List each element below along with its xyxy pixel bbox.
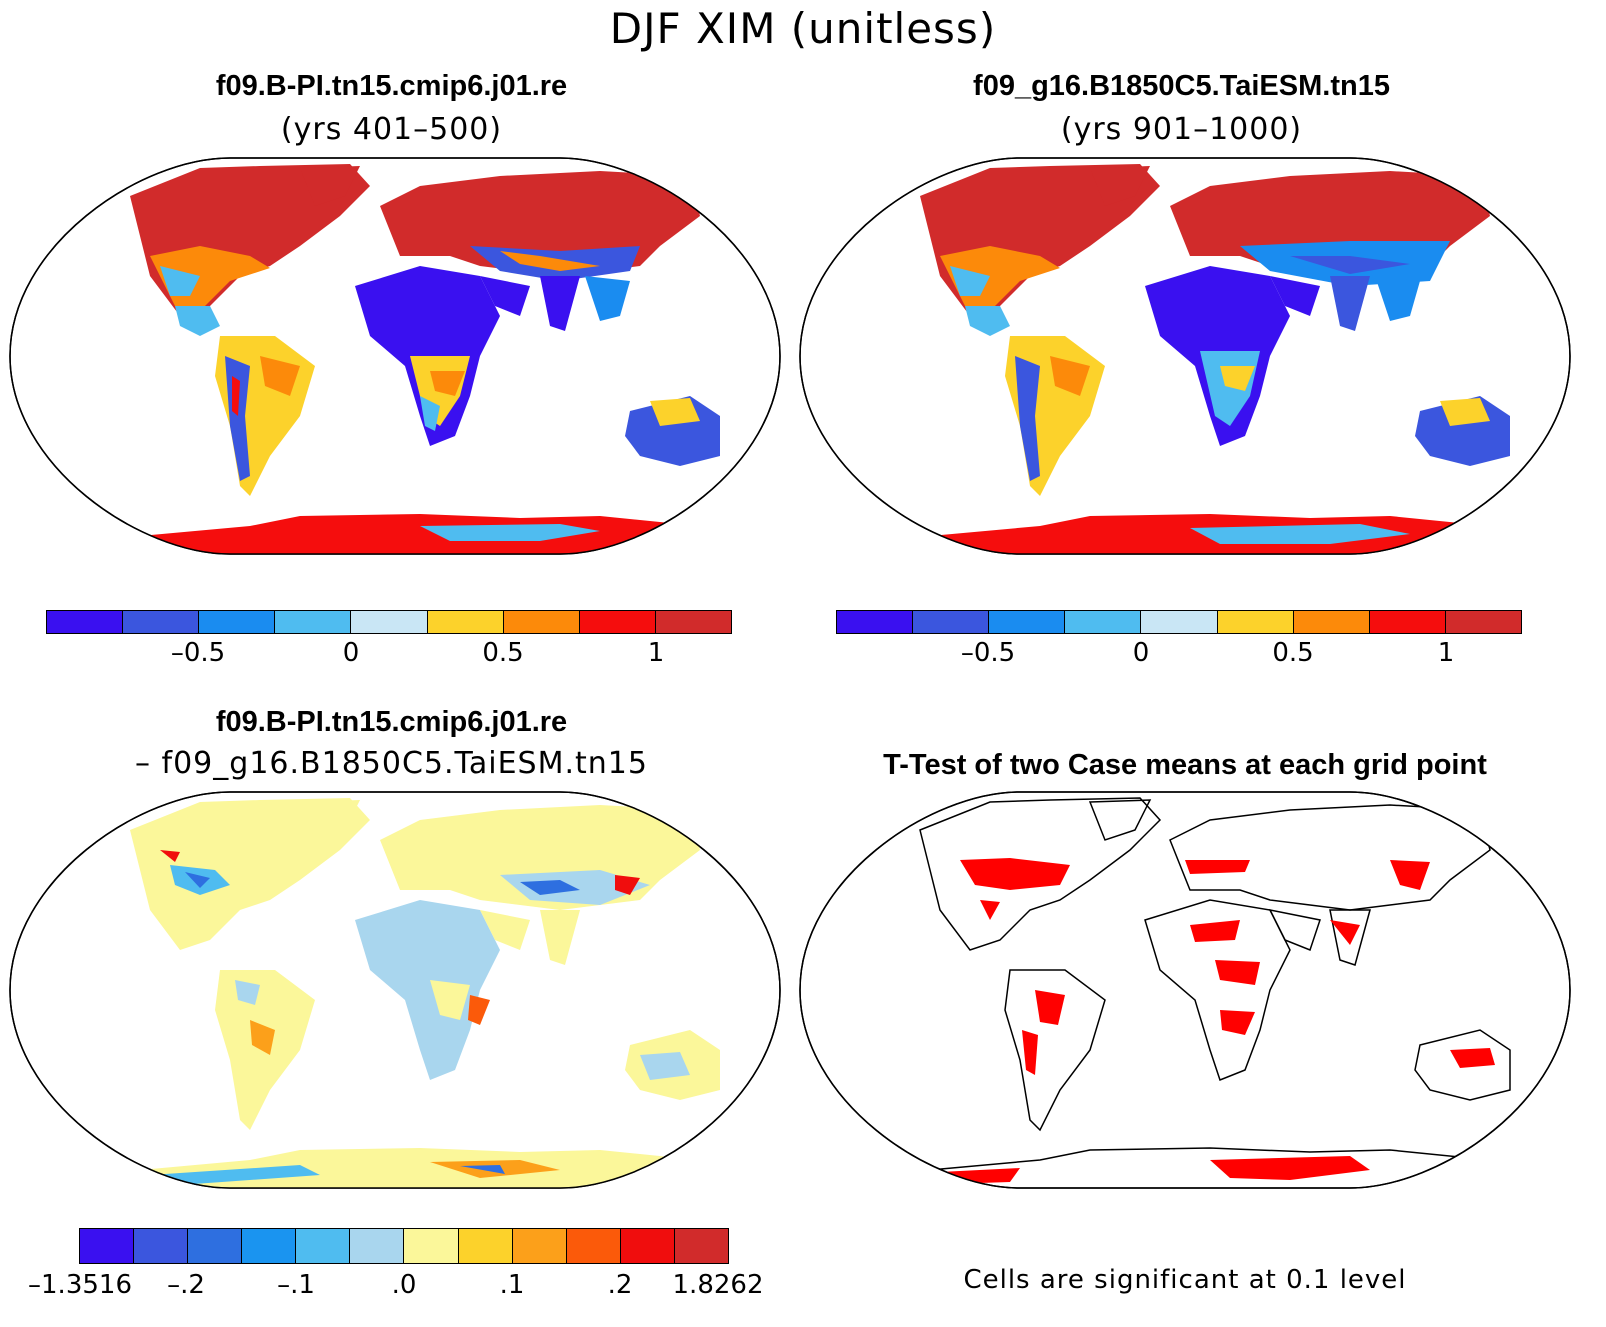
colorbar-swatch — [350, 1229, 405, 1263]
colorbar-tick-label: 0.5 — [1272, 638, 1314, 668]
colorbar-swatch — [296, 1229, 351, 1263]
colorbar-tick-label: –1.3516 — [28, 1270, 132, 1300]
colorbar-tick-label: –0.5 — [170, 638, 226, 668]
africa-outline — [1144, 899, 1291, 1081]
colorbar-swatch — [1445, 611, 1521, 633]
colorbar-tick-label: –.1 — [277, 1270, 315, 1300]
africa-region — [355, 900, 500, 1080]
significant-cells — [940, 858, 1495, 1184]
panel-2-subtitle: (yrs 901–1000) — [1060, 112, 1303, 147]
colorbar-swatch — [188, 1229, 243, 1263]
panel-3-map — [9, 791, 781, 1189]
colorbar-panel-2 — [836, 610, 1522, 634]
panel-1-map — [9, 157, 781, 555]
colorbar-swatch — [1217, 611, 1294, 633]
colorbar-swatch — [404, 1229, 459, 1263]
colorbar-tick-label: –.2 — [167, 1270, 205, 1300]
colorbar-panel-1 — [46, 610, 732, 634]
colorbar-swatch — [503, 611, 580, 633]
colorbar-swatch — [427, 611, 504, 633]
colorbar-swatch — [579, 611, 656, 633]
colorbar-swatch — [134, 1229, 189, 1263]
colorbar-tick-label: .0 — [391, 1270, 417, 1300]
colorbar-swatch — [242, 1229, 297, 1263]
antarctica-region — [140, 1148, 700, 1188]
colorbar-tick-label: 1.8262 — [672, 1270, 764, 1300]
colorbar-swatch — [566, 1229, 621, 1263]
colorbar-swatch — [123, 611, 200, 633]
colorbar-tick-label: 1 — [1437, 638, 1455, 668]
colorbar-swatch — [1065, 611, 1142, 633]
panel-1-title: f09.B-PI.tn15.cmip6.j01.re — [215, 70, 568, 102]
colorbar-swatch — [913, 611, 990, 633]
colorbar-swatch — [512, 1229, 567, 1263]
colorbar-tick-label: 0 — [1132, 638, 1150, 668]
figure-title: DJF XIM (unitless) — [609, 4, 997, 53]
colorbar-swatch — [199, 611, 276, 633]
colorbar-swatch — [47, 611, 124, 633]
panel-4-map — [799, 791, 1571, 1189]
panel-3-subtitle: – f09_g16.B1850C5.TaiESM.tn15 — [135, 746, 648, 781]
panel-4-title: T-Test of two Case means at each grid po… — [883, 749, 1487, 781]
colorbar-swatch — [1293, 611, 1370, 633]
panel-2-title: f09_g16.B1850C5.TaiESM.tn15 — [973, 70, 1390, 102]
north-america-outline — [919, 797, 1162, 951]
eurasia-outline — [1169, 804, 1491, 911]
colorbar-tick-label: 0 — [342, 638, 360, 668]
ttest-significance-note: Cells are significant at 0.1 level — [963, 1265, 1407, 1295]
panel-2-map — [799, 157, 1571, 555]
colorbar-swatch — [351, 611, 428, 633]
colorbar-swatch — [989, 611, 1066, 633]
colorbar-tick-label: 1 — [647, 638, 665, 668]
colorbar-tick-label: 0.5 — [482, 638, 524, 668]
antarctica-outline — [929, 1147, 1491, 1171]
panel-1-subtitle: (yrs 401–500) — [280, 112, 503, 147]
colorbar-swatch — [80, 1229, 135, 1263]
panel-3-title: f09.B-PI.tn15.cmip6.j01.re — [215, 706, 568, 738]
colorbar-swatch — [620, 1229, 675, 1263]
colorbar-tick-label: .2 — [607, 1270, 633, 1300]
colorbar-tick-label: –0.5 — [960, 638, 1016, 668]
colorbar-swatch — [458, 1229, 513, 1263]
colorbar-swatch — [1141, 611, 1218, 633]
south-america-outline — [1004, 969, 1106, 1132]
colorbar-tick-label: .1 — [499, 1270, 525, 1300]
colorbar-swatch — [1369, 611, 1446, 633]
colorbar-swatch — [837, 611, 914, 633]
colorbar-panel-3 — [79, 1228, 729, 1264]
colorbar-swatch — [674, 1229, 728, 1263]
colorbar-swatch — [655, 611, 731, 633]
colorbar-swatch — [275, 611, 352, 633]
north-america-region — [130, 798, 370, 950]
australia-outline — [1414, 1029, 1511, 1101]
